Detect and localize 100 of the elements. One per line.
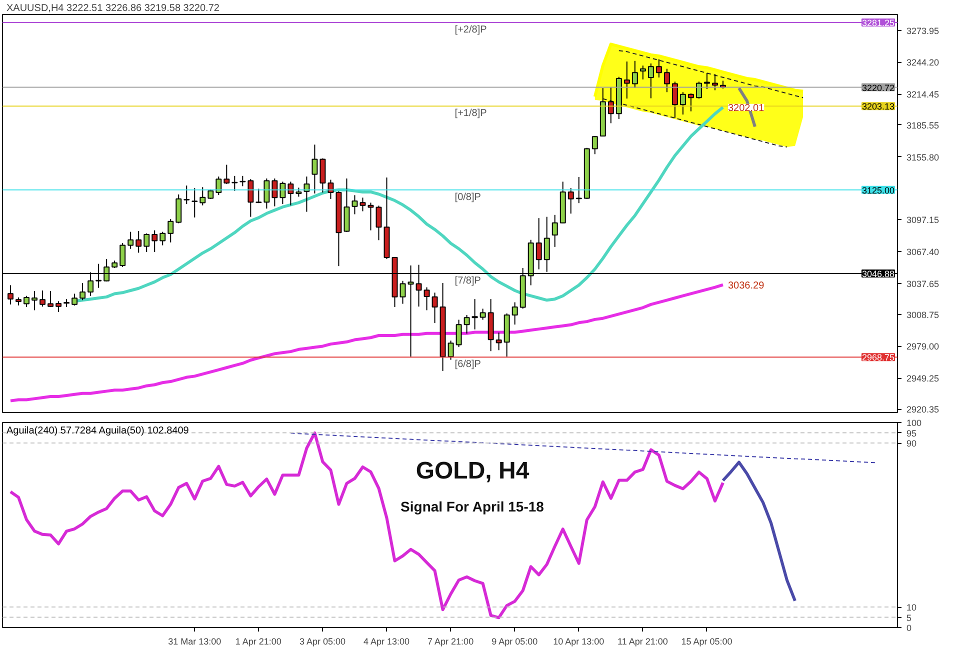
- line-series: [721, 460, 797, 602]
- candlestick: [472, 298, 478, 330]
- line-series: [602, 98, 788, 148]
- y-tick-label: 100: [906, 418, 922, 428]
- y-tick-label: 3008.75: [906, 310, 940, 320]
- candlestick: [448, 340, 454, 360]
- ref-line-label: 3281.25: [862, 18, 895, 28]
- y-tick-label: 3185.55: [906, 120, 940, 130]
- candlestick: [624, 61, 630, 100]
- candlestick: [192, 188, 198, 218]
- candlestick: [376, 205, 382, 241]
- y-tick-label: 95: [906, 428, 917, 438]
- y-tick-label: 3097.15: [906, 215, 940, 226]
- y-tick-label: 2920.35: [906, 404, 940, 415]
- candlestick: [40, 290, 46, 308]
- candlestick: [320, 158, 326, 194]
- annotation: [+2/8]P: [454, 24, 488, 36]
- x-tick-label: 10 Apr 13:00: [553, 636, 604, 646]
- annotation: [6/8]P: [454, 359, 482, 370]
- candlestick: [568, 188, 574, 214]
- annotation: Aguila(240) 57.7284 Aguila(50) 102.8409: [6, 426, 190, 436]
- x-tick-label: 11 Apr 21:00: [617, 636, 668, 646]
- ref-line-label: 3203.13: [862, 102, 895, 112]
- candlestick: [8, 284, 14, 305]
- data-label: 3036.29: [728, 280, 765, 292]
- x-tick-label: 3 Apr 05:00: [299, 636, 346, 646]
- candlestick: [512, 302, 518, 326]
- x-tick-label: 31 Mar 13:00: [168, 636, 222, 646]
- ref-line-label: 3125.00: [862, 185, 895, 196]
- candlestick: [552, 214, 558, 248]
- y-tick-label: 10: [906, 602, 917, 612]
- candlestick: [312, 144, 318, 194]
- ref-line-label: 3220.72: [862, 82, 895, 93]
- y-tick-label: 3067.40: [906, 247, 940, 258]
- y-tick-label: 3273.95: [906, 26, 940, 36]
- candlestick: [160, 231, 166, 246]
- candlestick: [80, 282, 86, 301]
- x-tick-label: 1 Apr 21:00: [235, 636, 282, 646]
- candlestick: [696, 81, 702, 100]
- y-tick-label: 5: [906, 612, 912, 623]
- candlestick: [224, 164, 230, 184]
- candlestick: [248, 178, 254, 218]
- candlestick: [48, 290, 54, 308]
- x-tick-label: 9 Apr 05:00: [492, 636, 538, 646]
- candlestick: [424, 286, 430, 311]
- candlestick: [712, 74, 718, 91]
- annotation: [7/8]P: [454, 276, 482, 286]
- candlestick: [288, 181, 294, 206]
- chart-title: XAUUSD,H4 3222.51 3226.86 3219.58 3220.72: [6, 3, 220, 14]
- y-tick-label: 3214.45: [906, 90, 940, 100]
- candlestick: [400, 280, 406, 304]
- candlestick: [592, 135, 598, 155]
- y-tick-label: 2949.25: [906, 374, 940, 384]
- candlestick: [72, 293, 78, 306]
- text: Signal For April 15-18: [400, 498, 544, 514]
- y-tick-label: 0: [906, 623, 912, 633]
- candlestick: [264, 178, 270, 210]
- candlestick: [256, 188, 262, 204]
- text: GOLD, H4: [416, 458, 530, 484]
- candlestick: [176, 194, 182, 224]
- candlestick: [704, 72, 710, 90]
- annotation: [0/8]P: [454, 192, 482, 203]
- candlestick: [200, 186, 206, 206]
- candlestick: [368, 202, 374, 231]
- candlestick: [352, 194, 358, 215]
- candlestick: [680, 92, 686, 116]
- candlestick: [120, 242, 126, 268]
- y-tick-label: 3244.20: [906, 58, 940, 68]
- candlestick: [688, 92, 694, 112]
- candlestick: [56, 300, 62, 312]
- candlestick: [32, 290, 38, 311]
- x-tick-label: 7 Apr 21:00: [428, 636, 474, 646]
- candlestick: [496, 332, 502, 351]
- y-tick-label: 90: [906, 438, 917, 448]
- candlestick: [432, 292, 438, 324]
- candlestick: [360, 197, 366, 212]
- candlestick: [216, 176, 222, 196]
- candlestick: [456, 319, 462, 348]
- candlestick: [24, 295, 30, 308]
- candlestick: [232, 175, 238, 192]
- candlestick: [152, 230, 158, 253]
- annotation: [+1/8]P: [454, 108, 488, 120]
- candlestick: [144, 232, 150, 253]
- candlestick: [272, 178, 278, 207]
- line-series: [618, 50, 804, 98]
- candlestick: [304, 176, 310, 212]
- ref-line-label: 2968.75: [862, 352, 895, 363]
- candlestick: [648, 62, 654, 99]
- candlestick: [328, 179, 334, 200]
- candlestick: [464, 314, 470, 334]
- candlestick: [664, 68, 670, 93]
- candlestick: [184, 185, 190, 205]
- candlestick: [128, 231, 134, 250]
- candlestick: [136, 230, 142, 254]
- x-tick-label: 15 Apr 05:00: [681, 636, 732, 646]
- candlestick: [608, 86, 614, 124]
- candlestick: [632, 60, 638, 88]
- y-tick-label: 2979.00: [906, 342, 940, 352]
- line-series: [290, 432, 876, 464]
- candlestick: [640, 65, 646, 80]
